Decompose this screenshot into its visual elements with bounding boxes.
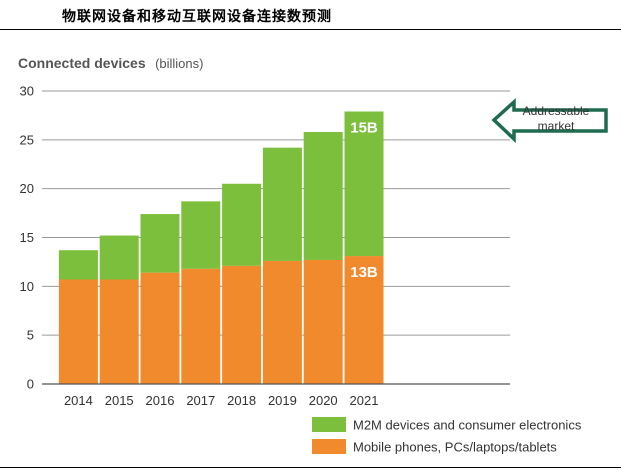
x-tick-label: 2014: [64, 393, 93, 408]
y-tick-label: 15: [20, 230, 34, 245]
y-tick-label: 0: [27, 377, 34, 392]
bar-m2m-2014: [58, 250, 98, 280]
legend-label: M2M devices and consumer electronics: [353, 418, 582, 433]
y-tick-label: 25: [20, 132, 34, 147]
bar-m2m-2016: [140, 214, 180, 273]
footer-rule: [0, 467, 621, 468]
y-tick-label: 5: [27, 328, 34, 343]
bar-m2m-2017: [181, 201, 221, 269]
y-tick-label: 30: [20, 84, 34, 99]
axes: 0 5 10 15 20 25 30 2014 2015 2016 2017 2018 2019 2020…: [20, 84, 510, 408]
x-tick-label: 2018: [227, 393, 256, 408]
page-header-title: 物联网设备和移动互联网设备连接数预测: [62, 9, 332, 25]
y-tick-label: 20: [20, 181, 34, 196]
callout-label-line2: market: [538, 119, 575, 133]
bar-mobile-2020: [303, 259, 343, 384]
chart-title-unit: (billions): [155, 56, 203, 71]
bar-value-label: 13B: [350, 264, 378, 281]
legend-swatch: [312, 417, 346, 432]
x-tick-label: 2015: [105, 393, 134, 408]
bar-mobile-2021: [344, 256, 384, 384]
bar-mobile-2017: [181, 268, 221, 384]
bar-m2m-2019: [262, 147, 302, 261]
callout-label-line1: Addressable: [523, 104, 590, 118]
bar-labels: 15B 13B: [350, 120, 378, 282]
bar-mobile-2018: [222, 265, 262, 384]
bar-mobile-2019: [262, 260, 302, 384]
bar-mobile-2016: [140, 272, 180, 384]
legend-label: Mobile phones, PCs/laptops/tablets: [353, 440, 557, 455]
x-tick-label: 2016: [146, 393, 175, 408]
x-tick-label: 2019: [268, 393, 297, 408]
bar-m2m-2021: [344, 111, 384, 257]
bar-m2m-2018: [222, 183, 262, 266]
bar-value-label: 15B: [350, 120, 378, 137]
x-tick-label: 2020: [309, 393, 338, 408]
legend-swatch: [312, 439, 346, 454]
header-rule: [0, 29, 621, 30]
x-tick-label: 2021: [350, 393, 379, 408]
legend: M2M devices and consumer electronics Mobi…: [312, 417, 582, 455]
bar-mobile-2015: [99, 279, 139, 384]
bar-mobile-2014: [58, 279, 98, 384]
chart-title-main: Connected devices: [18, 55, 146, 71]
bar-m2m-2020: [303, 132, 343, 260]
x-tick-label: 2017: [186, 393, 215, 408]
y-tick-label: 10: [20, 279, 34, 294]
bars: [58, 111, 384, 384]
callout-arrow-shape: [491, 98, 608, 144]
bar-m2m-2015: [99, 235, 139, 280]
chart-title: Connected devices (billions): [18, 55, 203, 72]
